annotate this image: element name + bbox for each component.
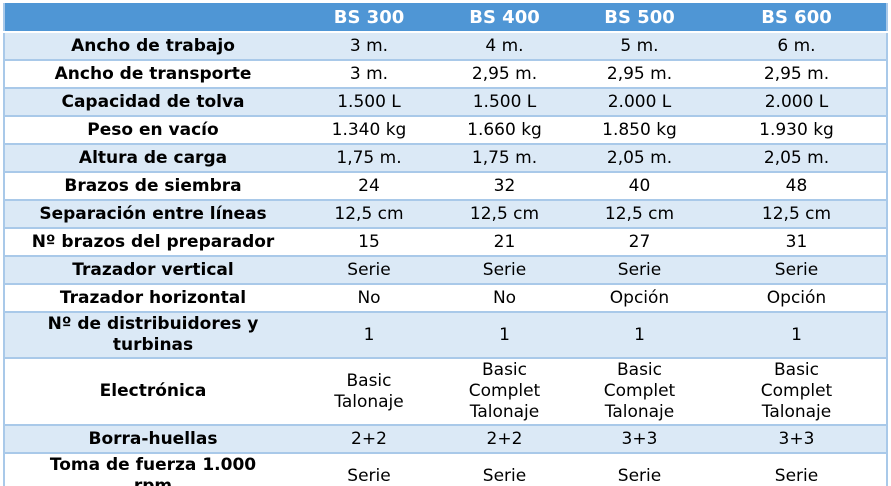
spec-label: Ancho de transporte [4,59,301,88]
spec-row: Electrónica Basic Talonaje Basic Complet T… [4,357,887,425]
spec-label: Altura de carga [4,143,301,172]
spec-row: Nº brazos del preparador 15 21 27 31 [4,227,887,256]
spec-label: Peso en vacío [4,115,301,144]
spec-label: Brazos de siembra [4,171,301,200]
spec-value: 2,95 m. [437,59,572,88]
spec-value: 21 [437,227,572,256]
spec-value: 1.340 kg [301,115,437,144]
spec-value: Serie [301,255,437,284]
spec-row: Peso en vacío 1.340 kg 1.660 kg 1.850 kg 1.9… [4,115,887,144]
spec-value: 5 m. [572,32,707,60]
spec-value: Basic Talonaje [301,357,437,425]
spec-value: 2,95 m. [572,59,707,88]
spec-value: Basic Complet Talonaje [572,357,707,425]
spec-value: Serie [301,452,437,486]
spec-value: Serie [707,452,887,486]
spec-value: Serie [437,452,572,486]
column-header-bs400: BS 400 [437,3,572,33]
spec-table-body: Ancho de trabajo 3 m. 4 m. 5 m. 6 m. Ancho de… [4,32,887,486]
spec-row: Separación entre líneas 12,5 cm 12,5 cm 12,… [4,199,887,228]
spec-value: 12,5 cm [437,199,572,228]
spec-value: 1.660 kg [437,115,572,144]
spec-value: Basic Complet Talonaje [707,357,887,425]
spec-label: Nº de distribuidores y turbinas [4,311,301,358]
spec-value: 31 [707,227,887,256]
spec-table: BS 300 BS 400 BS 500 BS 600 Ancho de tra… [3,3,888,486]
spec-label: Trazador horizontal [4,283,301,312]
spec-value: 32 [437,171,572,200]
spec-row: Nº de distribuidores y turbinas 1 1 1 1 [4,311,887,358]
spec-row: Brazos de siembra 24 32 40 48 [4,171,887,200]
spec-value: 2+2 [301,424,437,453]
spec-row: Trazador vertical Serie Serie Serie Serie [4,255,887,284]
spec-value: No [437,283,572,312]
spec-value: Basic Complet Talonaje [437,357,572,425]
spec-label: Trazador vertical [4,255,301,284]
spec-value: Opción [572,283,707,312]
spec-value: 1 [707,311,887,358]
corner-cell [4,3,301,33]
spec-value: 2.000 L [572,87,707,116]
spec-value: 3 m. [301,32,437,60]
spec-value: Serie [437,255,572,284]
spec-value: 2+2 [437,424,572,453]
spec-value: 3+3 [707,424,887,453]
spec-value: 48 [707,171,887,200]
spec-value: 2,05 m. [707,143,887,172]
spec-value: 3+3 [572,424,707,453]
spec-value: 1,75 m. [437,143,572,172]
spec-row: Borra-huellas 2+2 2+2 3+3 3+3 [4,424,887,453]
spec-value: Serie [572,255,707,284]
spec-row: Toma de fuerza 1.000 rpm Serie Serie Serie S… [4,452,887,486]
spec-table-header: BS 300 BS 400 BS 500 BS 600 [4,3,887,33]
spec-value: 6 m. [707,32,887,60]
column-header-bs500: BS 500 [572,3,707,33]
spec-label: Nº brazos del preparador [4,227,301,256]
spec-value: 40 [572,171,707,200]
spec-value: 1.850 kg [572,115,707,144]
spec-value: Serie [707,255,887,284]
spec-value: No [301,283,437,312]
spec-label: Capacidad de tolva [4,87,301,116]
spec-row: Trazador horizontal No No Opción Opción [4,283,887,312]
spec-label: Ancho de trabajo [4,32,301,60]
spec-value: 27 [572,227,707,256]
spec-value: Serie [572,452,707,486]
spec-value: 12,5 cm [572,199,707,228]
spec-row: Ancho de transporte 3 m. 2,95 m. 2,95 m. 2,9… [4,59,887,88]
spec-value: 2,95 m. [707,59,887,88]
spec-value: 2,05 m. [572,143,707,172]
spec-value: 4 m. [437,32,572,60]
spec-value: 3 m. [301,59,437,88]
spec-value: 24 [301,171,437,200]
spec-row: Ancho de trabajo 3 m. 4 m. 5 m. 6 m. [4,32,887,60]
column-header-bs300: BS 300 [301,3,437,33]
spec-value: 2.000 L [707,87,887,116]
spec-value: 12,5 cm [707,199,887,228]
spec-value: Opción [707,283,887,312]
spec-value: 1 [437,311,572,358]
spec-label: Electrónica [4,357,301,425]
spec-value: 1.500 L [301,87,437,116]
spec-row: Altura de carga 1,75 m. 1,75 m. 2,05 m. 2,05… [4,143,887,172]
spec-label: Separación entre líneas [4,199,301,228]
spec-value: 1 [301,311,437,358]
spec-value: 12,5 cm [301,199,437,228]
spec-value: 15 [301,227,437,256]
spec-label: Toma de fuerza 1.000 rpm [4,452,301,486]
spec-value: 1.500 L [437,87,572,116]
spec-value: 1 [572,311,707,358]
spec-label: Borra-huellas [4,424,301,453]
column-header-bs600: BS 600 [707,3,887,33]
header-row: BS 300 BS 400 BS 500 BS 600 [4,3,887,33]
spec-value: 1.930 kg [707,115,887,144]
spec-value: 1,75 m. [301,143,437,172]
